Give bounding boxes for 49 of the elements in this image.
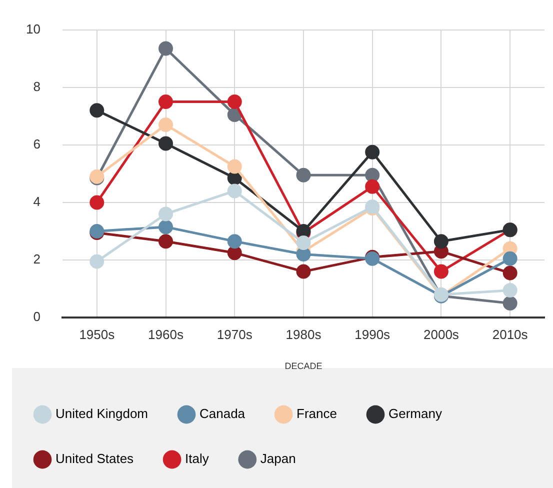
point: [502, 266, 518, 280]
legend-label: Germany: [388, 406, 442, 422]
point: [502, 283, 518, 298]
point: [158, 206, 174, 222]
point: [158, 118, 174, 132]
point: [90, 103, 104, 118]
point: [158, 234, 174, 249]
point: [296, 264, 311, 279]
point: [227, 246, 242, 260]
x-axis-title: DECADE: [284, 361, 322, 372]
point: [227, 234, 242, 249]
x-tick-label: 1970s: [216, 326, 253, 342]
point: [365, 144, 380, 160]
point: [158, 220, 174, 234]
point: [158, 94, 174, 109]
legend-label: Italy: [185, 451, 210, 466]
y-tick-label: 10: [26, 21, 40, 36]
point: [296, 247, 311, 262]
point: [90, 195, 104, 210]
legend-label: France: [296, 406, 338, 422]
x-tick-label: 2010s: [492, 326, 528, 342]
legend-label: Canada: [200, 406, 246, 422]
x-tick-label: 1960s: [148, 326, 184, 342]
legend-label: Japan: [260, 451, 296, 466]
point: [434, 264, 448, 279]
x-tick-label: 1980s: [286, 326, 322, 342]
y-tick-label: 0: [33, 309, 40, 324]
point: [158, 41, 174, 56]
point: [502, 251, 518, 266]
point: [90, 254, 104, 269]
point: [227, 159, 242, 174]
point: [434, 234, 448, 249]
legend-label: United Kingdom: [56, 406, 148, 422]
x-tick-label: 1950s: [79, 326, 116, 342]
point: [296, 168, 311, 182]
point: [158, 136, 174, 151]
point: [227, 184, 242, 198]
point: [227, 94, 242, 109]
point: [365, 179, 380, 194]
point: [502, 296, 518, 310]
y-tick-label: 4: [33, 194, 40, 210]
x-tick-label: 2000s: [423, 326, 460, 342]
y-tick-label: 6: [33, 136, 40, 152]
x-tick-label: 1990s: [354, 326, 391, 342]
point: [365, 168, 380, 182]
point: [296, 236, 311, 250]
y-tick-label: 2: [33, 252, 40, 267]
y-tick-label: 8: [33, 78, 40, 94]
legend-label: United States: [56, 451, 134, 466]
